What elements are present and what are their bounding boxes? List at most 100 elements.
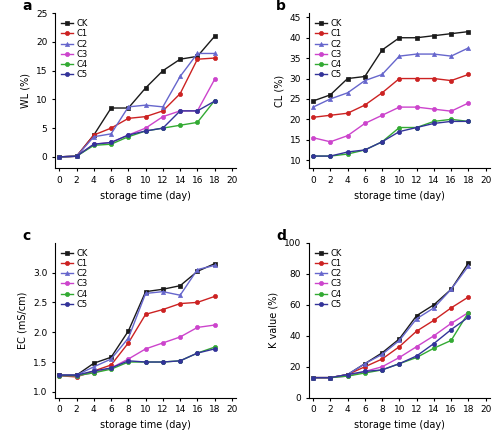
C1 bbox=[126, 116, 132, 121]
C4 bbox=[328, 375, 334, 380]
CK bbox=[56, 154, 62, 160]
Line: C4: C4 bbox=[57, 99, 217, 159]
C2 bbox=[91, 134, 97, 139]
C3 bbox=[414, 104, 420, 110]
C1 bbox=[74, 374, 80, 380]
C4 bbox=[177, 358, 183, 363]
C2 bbox=[362, 78, 368, 83]
C5 bbox=[74, 373, 80, 378]
C4 bbox=[74, 154, 80, 159]
C3 bbox=[177, 108, 183, 114]
C1 bbox=[160, 307, 166, 312]
C5 bbox=[74, 154, 80, 159]
Line: C1: C1 bbox=[57, 56, 217, 159]
C1 bbox=[328, 113, 334, 118]
C1 bbox=[142, 312, 148, 317]
C4 bbox=[448, 338, 454, 343]
C3 bbox=[466, 310, 471, 315]
C2 bbox=[310, 375, 316, 380]
C3 bbox=[194, 325, 200, 330]
CK bbox=[448, 286, 454, 292]
C5 bbox=[328, 375, 334, 380]
CK bbox=[362, 74, 368, 79]
C3 bbox=[126, 132, 132, 137]
C5 bbox=[448, 327, 454, 332]
C4 bbox=[344, 151, 350, 156]
C2 bbox=[108, 356, 114, 362]
Text: d: d bbox=[276, 229, 286, 243]
C2 bbox=[126, 104, 132, 110]
CK bbox=[126, 328, 132, 334]
C2 bbox=[160, 104, 166, 110]
C1 bbox=[177, 301, 183, 306]
C3 bbox=[212, 322, 218, 328]
Line: C3: C3 bbox=[57, 77, 217, 159]
Line: C5: C5 bbox=[311, 315, 470, 380]
X-axis label: storage time (day): storage time (day) bbox=[354, 420, 445, 430]
Line: C3: C3 bbox=[311, 310, 470, 380]
Line: C2: C2 bbox=[57, 51, 217, 159]
C2 bbox=[344, 90, 350, 95]
C1 bbox=[56, 373, 62, 378]
C5 bbox=[177, 108, 183, 114]
C3 bbox=[91, 141, 97, 147]
C1 bbox=[344, 372, 350, 377]
C1 bbox=[466, 72, 471, 77]
C3 bbox=[448, 321, 454, 326]
C2 bbox=[74, 154, 80, 159]
CK bbox=[74, 373, 80, 378]
C3 bbox=[177, 334, 183, 339]
C2 bbox=[396, 53, 402, 59]
C1 bbox=[91, 368, 97, 373]
C5 bbox=[108, 140, 114, 145]
C1 bbox=[379, 356, 385, 362]
C5 bbox=[142, 128, 148, 133]
C2 bbox=[160, 289, 166, 294]
C5 bbox=[396, 129, 402, 134]
CK bbox=[431, 302, 437, 308]
CK bbox=[142, 289, 148, 294]
C1 bbox=[362, 103, 368, 108]
CK bbox=[328, 92, 334, 98]
C5 bbox=[328, 153, 334, 159]
C5 bbox=[431, 121, 437, 126]
C3 bbox=[328, 139, 334, 145]
C5 bbox=[160, 126, 166, 131]
C1 bbox=[212, 55, 218, 61]
C3 bbox=[396, 355, 402, 360]
C1 bbox=[431, 76, 437, 81]
C1 bbox=[414, 76, 420, 81]
C3 bbox=[108, 140, 114, 145]
C3 bbox=[108, 366, 114, 371]
C4 bbox=[142, 359, 148, 365]
C2 bbox=[362, 361, 368, 366]
C1 bbox=[56, 154, 62, 160]
CK bbox=[91, 361, 97, 366]
C4 bbox=[126, 359, 132, 365]
C4 bbox=[396, 361, 402, 366]
C4 bbox=[466, 310, 471, 315]
C3 bbox=[142, 346, 148, 351]
C2 bbox=[194, 51, 200, 56]
CK bbox=[160, 68, 166, 73]
C4 bbox=[379, 367, 385, 373]
C4 bbox=[466, 119, 471, 124]
C3 bbox=[91, 370, 97, 375]
C4 bbox=[108, 141, 114, 147]
C5 bbox=[108, 366, 114, 371]
C1 bbox=[448, 78, 454, 83]
Line: C2: C2 bbox=[311, 264, 470, 380]
C4 bbox=[108, 366, 114, 372]
C3 bbox=[379, 113, 385, 118]
C5 bbox=[56, 373, 62, 378]
C2 bbox=[431, 305, 437, 311]
C5 bbox=[414, 125, 420, 130]
C4 bbox=[56, 373, 62, 378]
C3 bbox=[431, 333, 437, 339]
C4 bbox=[142, 128, 148, 133]
Line: C4: C4 bbox=[57, 345, 217, 378]
C1 bbox=[414, 328, 420, 334]
C2 bbox=[126, 335, 132, 341]
C5 bbox=[310, 375, 316, 380]
C5 bbox=[466, 119, 471, 124]
